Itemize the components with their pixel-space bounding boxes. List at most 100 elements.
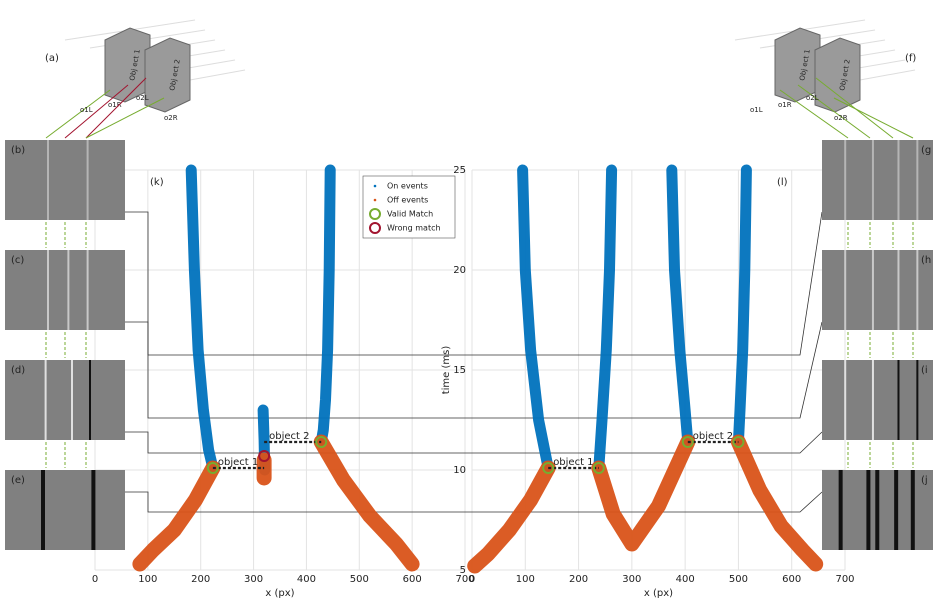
event-stripe bbox=[871, 360, 874, 440]
legend-label: Off events bbox=[387, 196, 428, 205]
x-tick-label: 400 bbox=[297, 574, 316, 585]
ray-label: o2R bbox=[834, 114, 848, 122]
event-stripe bbox=[86, 140, 89, 220]
event-stripe bbox=[44, 360, 47, 440]
y-tick-label: 25 bbox=[453, 165, 466, 176]
event-stripe bbox=[844, 140, 847, 220]
x-tick-label: 0 bbox=[469, 574, 475, 585]
event-image bbox=[822, 250, 933, 330]
ray bbox=[85, 77, 147, 139]
event-image bbox=[5, 250, 125, 330]
panel-label: (l) bbox=[777, 177, 788, 188]
event-stripe bbox=[871, 140, 874, 220]
panel-label: (h bbox=[921, 255, 931, 266]
x-axis-label: x (px) bbox=[644, 588, 673, 599]
y-tick-label: 5 bbox=[460, 565, 466, 576]
event-stripe bbox=[71, 360, 73, 440]
floor-grid bbox=[859, 69, 916, 81]
event-stripe bbox=[875, 470, 880, 550]
ray-label: o2R bbox=[164, 114, 178, 122]
ray bbox=[45, 89, 111, 139]
x-tick-label: 0 bbox=[92, 574, 98, 585]
legend-symbol bbox=[373, 184, 377, 188]
event-stripe bbox=[86, 250, 89, 330]
match-label: object 2 bbox=[269, 431, 309, 442]
floor-grid bbox=[189, 69, 246, 81]
panel-label: (f) bbox=[905, 53, 916, 64]
event-stripe bbox=[41, 470, 45, 550]
legend-symbol bbox=[369, 222, 381, 234]
x-tick-label: 300 bbox=[244, 574, 263, 585]
event-stripe bbox=[897, 250, 900, 330]
object-box bbox=[144, 37, 191, 113]
connector bbox=[125, 491, 823, 513]
x-tick-label: 100 bbox=[516, 574, 535, 585]
match-marker bbox=[681, 436, 694, 448]
event-stripe bbox=[916, 250, 919, 330]
y-tick-label: 10 bbox=[453, 465, 466, 476]
connector bbox=[125, 321, 823, 419]
x-tick-label: 300 bbox=[622, 574, 641, 585]
ray bbox=[797, 84, 871, 139]
y-tick-label: 15 bbox=[453, 365, 466, 376]
event-stripe bbox=[897, 360, 900, 440]
x-tick-label: 700 bbox=[835, 574, 854, 585]
event-stripe bbox=[47, 250, 49, 330]
x-tick-label: 100 bbox=[138, 574, 157, 585]
panel-label: (a) bbox=[45, 53, 59, 64]
event-cloud bbox=[467, 434, 824, 574]
x-tick-label: 400 bbox=[676, 574, 695, 585]
panel-label: (b) bbox=[11, 145, 25, 156]
event-image bbox=[5, 470, 125, 550]
event-stripe bbox=[838, 470, 843, 550]
ray-label: o2L bbox=[806, 94, 819, 102]
panel-label: (k) bbox=[150, 177, 164, 188]
event-stripe bbox=[916, 360, 919, 440]
event-stripe bbox=[91, 470, 96, 550]
match-marker bbox=[592, 462, 605, 474]
ray bbox=[64, 84, 129, 139]
event-image bbox=[822, 360, 933, 440]
event-image bbox=[5, 360, 125, 440]
match-marker bbox=[258, 450, 271, 462]
event-stripe bbox=[67, 250, 70, 330]
event-stripe bbox=[910, 470, 915, 550]
connectors bbox=[125, 211, 823, 513]
match-marker bbox=[315, 436, 328, 448]
match-marker bbox=[732, 436, 745, 448]
legend-label: Valid Match bbox=[387, 210, 433, 219]
ray-label: o2L bbox=[136, 94, 149, 102]
event-stripe bbox=[871, 250, 874, 330]
ray bbox=[833, 97, 914, 139]
ray-label: o1L bbox=[80, 106, 93, 114]
x-tick-label: 500 bbox=[729, 574, 748, 585]
y-tick-label: 20 bbox=[453, 265, 466, 276]
x-tick-label: 200 bbox=[569, 574, 588, 585]
x-tick-label: 600 bbox=[403, 574, 422, 585]
event-stripe bbox=[866, 470, 871, 550]
panel-label: (d) bbox=[11, 365, 25, 376]
x-tick-label: 600 bbox=[782, 574, 801, 585]
event-stripe bbox=[916, 140, 919, 220]
x-tick-label: 500 bbox=[350, 574, 369, 585]
event-image bbox=[822, 140, 933, 220]
panel-label: (e) bbox=[11, 475, 25, 486]
event-stripe bbox=[844, 250, 847, 330]
match-label: object 1 bbox=[218, 457, 258, 468]
match-marker bbox=[542, 462, 555, 474]
event-stripe bbox=[844, 360, 847, 440]
legend-box bbox=[362, 175, 456, 239]
event-stripe bbox=[894, 470, 899, 550]
ray bbox=[85, 97, 165, 139]
panel-label: (i bbox=[921, 365, 928, 376]
legend-symbol bbox=[373, 198, 377, 202]
ray-label: o1L bbox=[750, 106, 763, 114]
object-box bbox=[814, 37, 861, 113]
ray-label: o1R bbox=[778, 101, 792, 109]
match-marker bbox=[206, 462, 219, 474]
ray bbox=[779, 89, 849, 139]
legend-symbol bbox=[369, 208, 381, 220]
panel-label: (j bbox=[921, 475, 928, 486]
